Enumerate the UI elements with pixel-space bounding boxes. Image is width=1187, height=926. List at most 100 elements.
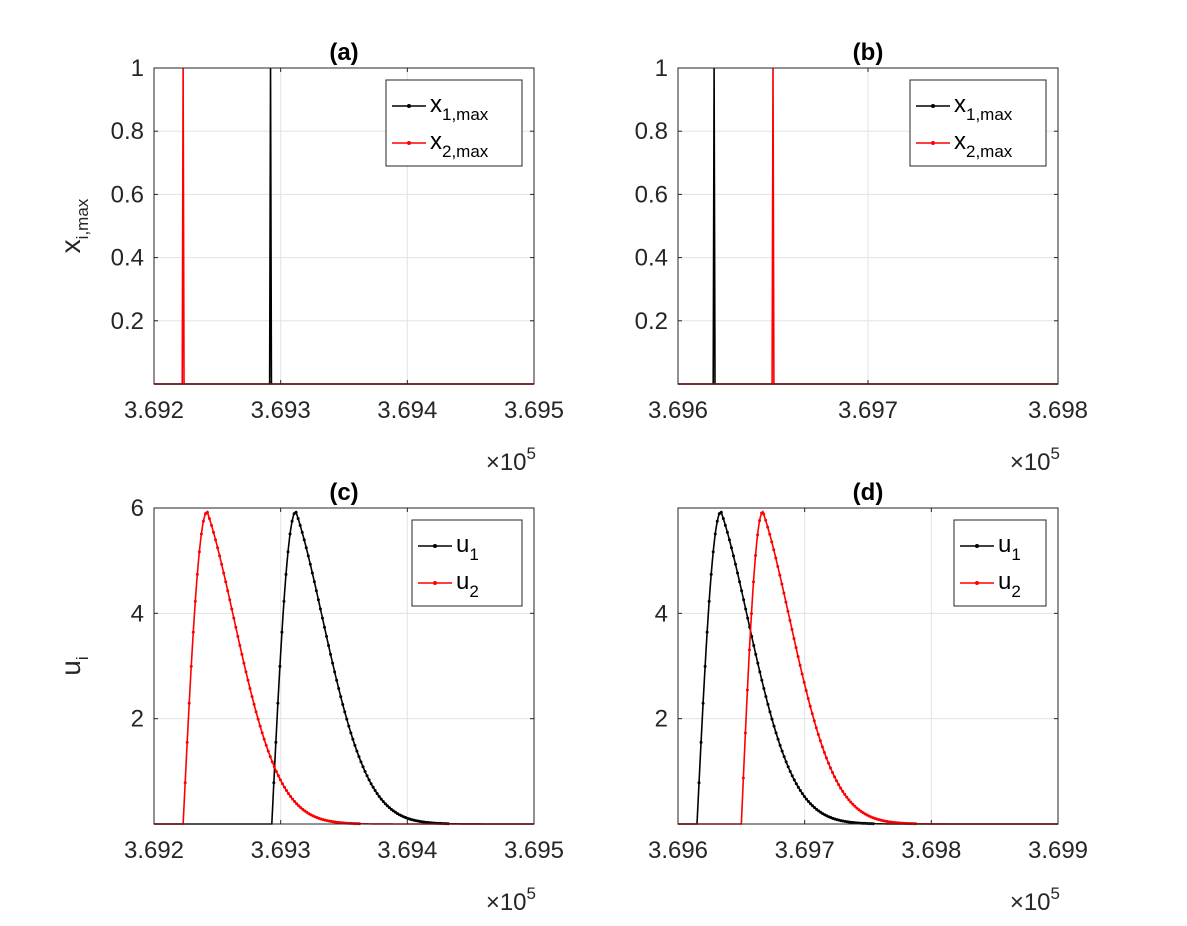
data-point (744, 607, 748, 611)
panel-title: (c) (329, 479, 358, 506)
data-point (808, 704, 812, 708)
data-point (299, 806, 303, 810)
data-point (711, 550, 715, 554)
legend-marker (407, 141, 411, 145)
y-tick-label: 0.4 (635, 245, 668, 272)
data-point (725, 530, 729, 534)
data-point (224, 580, 228, 584)
data-point (320, 616, 324, 620)
data-point (699, 740, 703, 744)
data-point (788, 769, 792, 773)
data-point (295, 802, 299, 806)
y-tick-label: 4 (131, 600, 144, 627)
data-point (365, 774, 369, 778)
data-point (252, 702, 256, 706)
data-point (349, 731, 353, 735)
data-point (701, 701, 705, 705)
data-point (314, 589, 318, 593)
data-point (207, 517, 211, 521)
panel-title: (a) (329, 39, 358, 66)
x-tick-label: 3.696 (648, 837, 708, 864)
data-point (266, 749, 270, 753)
legend-entry: u2 (998, 568, 1021, 601)
panel-title: (b) (853, 39, 884, 66)
data-point (298, 523, 302, 527)
data-point (723, 523, 727, 527)
data-point (308, 562, 312, 566)
data-point (738, 580, 742, 584)
data-point (205, 510, 209, 514)
data-point (788, 618, 792, 622)
data-point (841, 789, 845, 793)
data-point (272, 765, 276, 769)
data-point (185, 740, 189, 744)
data-point (768, 710, 772, 714)
data-point (359, 760, 363, 764)
data-point (762, 512, 766, 516)
data-point (784, 760, 788, 764)
data-point (758, 519, 762, 523)
data-point (322, 625, 326, 629)
y-tick-label: 0.8 (635, 118, 668, 145)
data-point (743, 731, 747, 735)
data-point (806, 697, 810, 701)
data-point (304, 546, 308, 550)
data-point (325, 634, 329, 638)
y-axis-label: xi,max (55, 198, 92, 253)
data-point (845, 795, 849, 799)
legend-entry: u1 (456, 531, 479, 564)
data-point (707, 599, 711, 603)
legend-entry: x1,max (954, 91, 1013, 124)
axes-box (153, 67, 535, 385)
data-point (300, 530, 304, 534)
data-point (327, 643, 331, 647)
x-tick-label: 3.693 (251, 837, 311, 864)
data-point (291, 797, 295, 801)
data-point (826, 761, 830, 765)
data-point (818, 739, 822, 743)
data-point (758, 670, 762, 674)
data-point (290, 519, 294, 523)
y-tick-label: 2 (655, 706, 668, 733)
data-point (792, 637, 796, 641)
data-point (746, 616, 750, 620)
data-point (745, 688, 749, 692)
legend: x1,max x2,max (385, 79, 523, 167)
legend-box (411, 519, 523, 607)
data-point (187, 701, 191, 705)
data-point (244, 670, 248, 674)
legend-entry: x2,max (430, 128, 489, 161)
data-point (786, 609, 790, 613)
data-point (816, 732, 820, 736)
data-point (727, 538, 731, 542)
x-tick-label: 3.697 (775, 837, 835, 864)
data-point (276, 774, 280, 778)
data-point (375, 792, 379, 796)
data-point (815, 807, 819, 811)
data-point (312, 580, 316, 584)
x-exponent-label: ×105 (1010, 884, 1060, 916)
panel-title: (d) (853, 479, 884, 506)
axes-box (677, 507, 1059, 825)
data-point (780, 582, 784, 586)
data-point (201, 519, 205, 523)
data-point (782, 591, 786, 595)
data-point (843, 792, 847, 796)
data-point (772, 724, 776, 728)
data-point (849, 800, 853, 804)
data-point (766, 525, 770, 529)
data-point (260, 731, 264, 735)
data-point (258, 724, 262, 728)
data-point (719, 510, 723, 514)
data-point (833, 775, 837, 779)
data-point (776, 737, 780, 741)
data-point (782, 755, 786, 759)
data-point (829, 766, 833, 770)
legend-entry: x2,max (954, 128, 1013, 161)
axes-box (153, 507, 535, 825)
data-point (226, 589, 230, 593)
data-point (222, 571, 226, 575)
panel-a: 3.692 3.693 3.694 3.695 0.2 0.4 0.6 0.8 1 ×105 (a)… (55, 39, 564, 476)
x-tick-label: 3.692 (124, 397, 184, 424)
